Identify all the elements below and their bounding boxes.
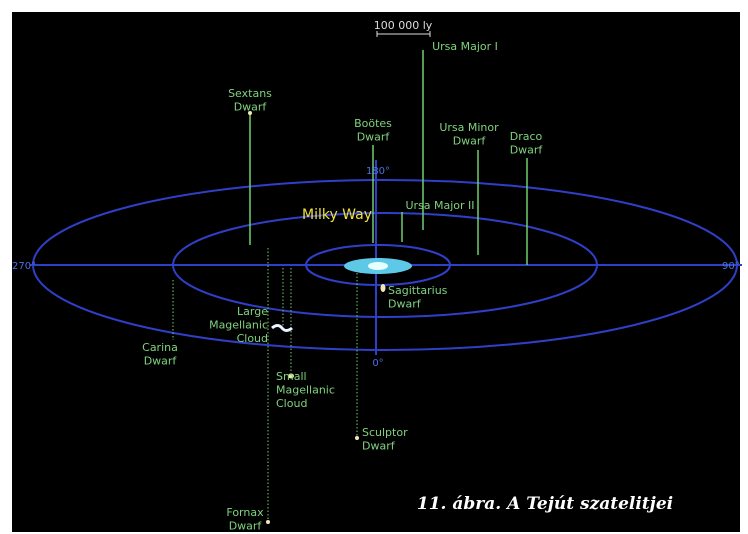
- label-line: Dwarf: [234, 101, 268, 114]
- label-line: Dwarf: [357, 131, 391, 144]
- satellite-label: Boötes Dwarf: [354, 117, 392, 144]
- label-line: Dwarf: [510, 144, 544, 157]
- degree: 0°: [372, 358, 383, 369]
- dot: [248, 111, 252, 115]
- label-line: Carina: [142, 341, 178, 354]
- label-line: Ursa Minor: [439, 121, 499, 134]
- label-line: Cloud: [276, 397, 307, 410]
- label-line: Draco: [510, 130, 543, 143]
- label-line: Dwarf: [144, 355, 178, 368]
- satellite-label: Ursa Major I: [432, 40, 498, 53]
- degree: 270°: [12, 261, 36, 272]
- label-line: Sculptor: [362, 426, 408, 439]
- degree: 90°: [722, 261, 740, 272]
- dot: [288, 373, 294, 379]
- satellite-label: Large Magellanic Cloud: [209, 305, 268, 345]
- satellite-label: Sextans Dwarf: [228, 87, 272, 114]
- caption: 11. ábra. A Tejút szatelitjei: [417, 494, 673, 514]
- label-line: Boötes: [354, 117, 392, 130]
- satellite-label: Draco Dwarf: [510, 130, 544, 157]
- center-label: Milky Way: [302, 207, 372, 223]
- stems: [249, 50, 528, 265]
- label-line: Sextans: [228, 87, 272, 100]
- label-line: Large: [237, 305, 268, 318]
- label-line: Dwarf: [229, 520, 263, 533]
- dot: [355, 436, 359, 440]
- dots: [248, 111, 386, 524]
- satellite-label: Ursa Major II: [405, 199, 474, 212]
- dotted-stems: [172, 248, 358, 520]
- label-line: Dwarf: [453, 135, 487, 148]
- dot: [380, 284, 386, 292]
- lmc: [271, 324, 293, 332]
- label-line: Dwarf: [362, 440, 396, 453]
- label-line: Fornax: [226, 506, 264, 519]
- label-line: Magellanic: [209, 319, 268, 332]
- satellite-label: Sculptor Dwarf: [362, 426, 408, 453]
- milky-way-core: [368, 262, 388, 270]
- label-line: Magellanic: [276, 384, 335, 397]
- scale-bar: [376, 31, 431, 37]
- satellite-label: Fornax Dwarf: [226, 506, 264, 533]
- degree: 180°: [366, 166, 390, 177]
- satellite-label: Small Magellanic Cloud: [276, 370, 335, 410]
- label-line: Ursa Major I: [432, 40, 498, 53]
- satellite-label: Sagittarius Dwarf: [388, 284, 448, 311]
- label-line: Dwarf: [388, 298, 422, 311]
- satellite-label: Ursa Minor Dwarf: [439, 121, 499, 148]
- label-line: Small: [276, 370, 307, 383]
- label-line: Cloud: [237, 332, 268, 345]
- scale-label: 100 000 ly: [374, 19, 433, 32]
- satellite-label: Carina Dwarf: [142, 341, 178, 368]
- label-line: Ursa Major II: [405, 199, 474, 212]
- label-line: Sagittarius: [388, 284, 448, 297]
- dot: [266, 520, 270, 524]
- orbits: [30, 160, 742, 355]
